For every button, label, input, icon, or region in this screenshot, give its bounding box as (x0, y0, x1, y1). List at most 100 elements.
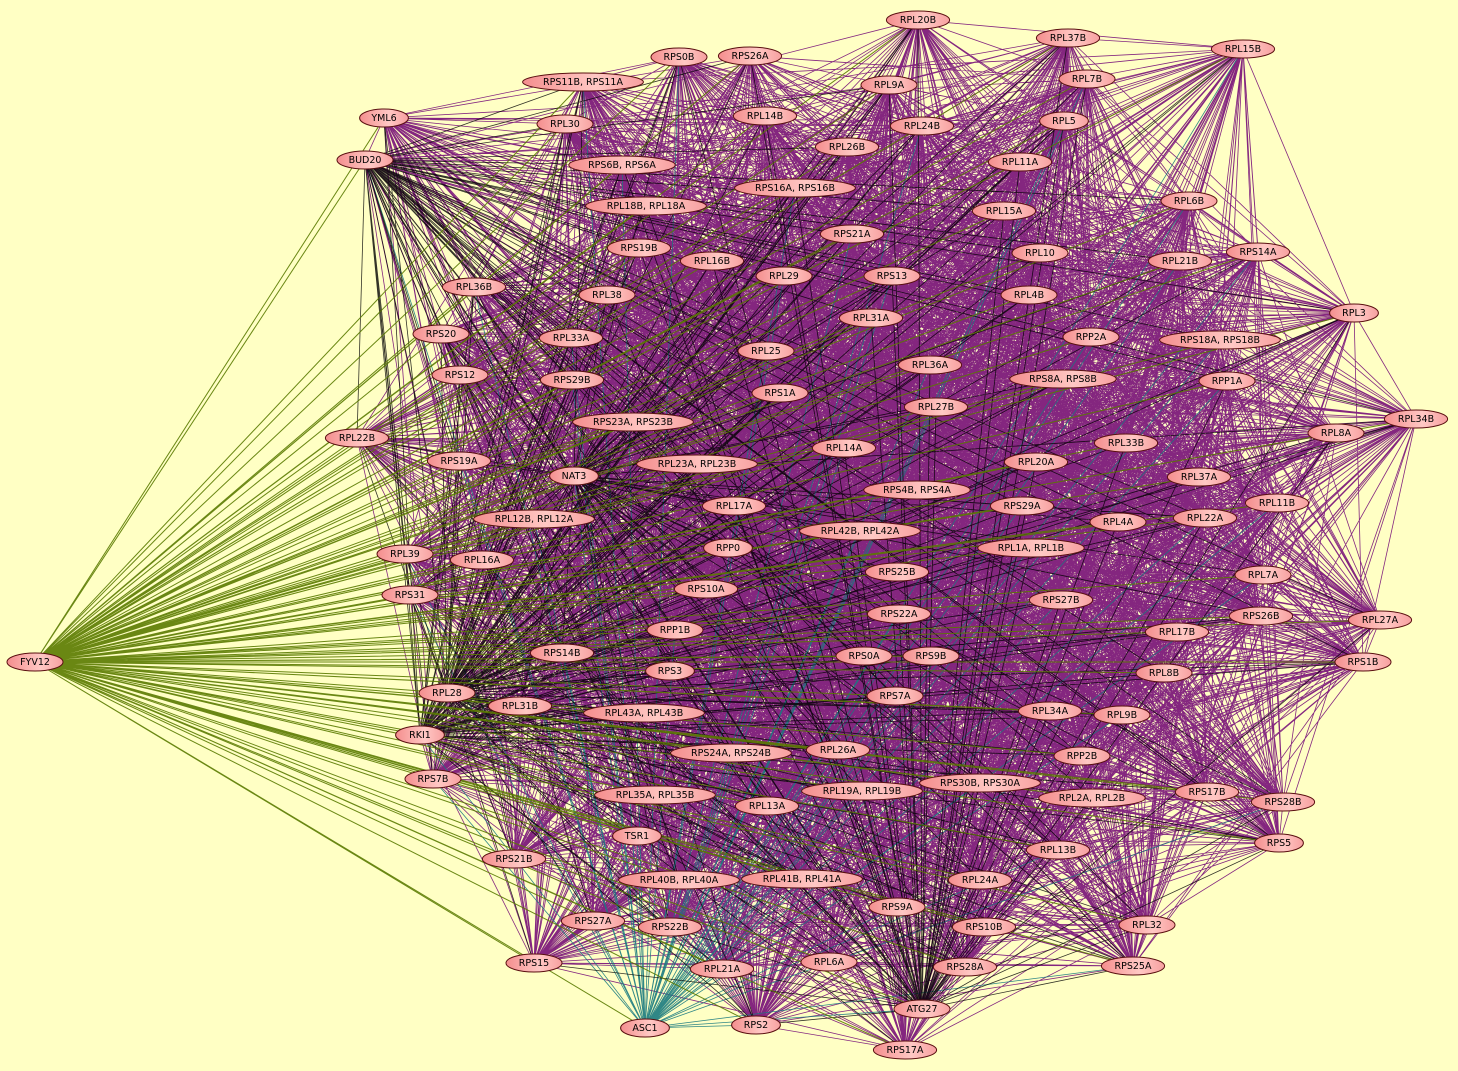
node-shape[interactable] (731, 1015, 781, 1035)
node-rpl7a[interactable]: RPL7A (1234, 565, 1292, 585)
node-shape[interactable] (1334, 652, 1392, 672)
node-shape[interactable] (538, 328, 604, 348)
node-rpl15a[interactable]: RPL15A (971, 201, 1037, 221)
node-shape[interactable] (441, 277, 507, 297)
node-shape[interactable] (620, 1018, 670, 1038)
node-shape[interactable] (376, 544, 434, 564)
node-shape[interactable] (1160, 191, 1218, 211)
node-shape[interactable] (814, 137, 880, 157)
node-shape[interactable] (864, 562, 930, 582)
node-rpl36b[interactable]: RPL36B (441, 277, 507, 297)
node-rpl41b-rpl41a[interactable]: RPL41B, RPL41A (741, 869, 863, 889)
node-shape[interactable] (835, 646, 893, 666)
node-shape[interactable] (863, 480, 971, 500)
node-shape[interactable] (395, 725, 445, 745)
node-shape[interactable] (583, 703, 705, 723)
node-shape[interactable] (755, 266, 813, 286)
node-shape[interactable] (1135, 663, 1193, 683)
node-shape[interactable] (734, 796, 800, 816)
node-rps30b-rps30a[interactable]: RPS30B, RPS30A (919, 773, 1041, 793)
node-shape[interactable] (1147, 251, 1213, 271)
node-shape[interactable] (1039, 111, 1089, 131)
node-shape[interactable] (449, 550, 515, 570)
node-rpl25[interactable]: RPL25 (737, 341, 795, 361)
node-rpl16b[interactable]: RPL16B (679, 251, 745, 271)
node-rps8a-rps8b[interactable]: RPS8A, RPS8B (1009, 369, 1117, 389)
node-shape[interactable] (1011, 243, 1069, 263)
node-shape[interactable] (1174, 782, 1240, 802)
node-shape[interactable] (689, 959, 755, 979)
node-shape[interactable] (1159, 330, 1281, 350)
node-rpp1b[interactable]: RPP1B (646, 620, 704, 640)
node-rps24a-rps24b[interactable]: RPS24A, RPS24B (670, 743, 792, 763)
node-rpl2a-rpl2b[interactable]: RPL2A, RPL2B (1038, 788, 1146, 808)
node-rpl4a[interactable]: RPL4A (1089, 512, 1147, 532)
node-rps26a[interactable]: RPS26A (717, 46, 783, 66)
node-rps19b[interactable]: RPS19B (606, 238, 672, 258)
node-shape[interactable] (505, 953, 563, 973)
node-rpl13a[interactable]: RPL13A (734, 796, 800, 816)
node-rpl22b[interactable]: RPL22B (324, 428, 390, 448)
node-rpl10[interactable]: RPL10 (1011, 243, 1069, 263)
node-rpl37b[interactable]: RPL37B (1035, 28, 1101, 48)
node-rpl24b[interactable]: RPL24B (889, 116, 955, 136)
node-shape[interactable] (324, 428, 390, 448)
node-shape[interactable] (902, 646, 960, 666)
node-shape[interactable] (381, 585, 439, 605)
node-shape[interactable] (811, 438, 877, 458)
node-rps16a-rps16b[interactable]: RPS16A, RPS16B (734, 178, 856, 198)
node-shape[interactable] (636, 454, 758, 474)
node-rpl31b[interactable]: RPL31B (487, 696, 553, 716)
node-shape[interactable] (860, 75, 918, 95)
node-shape[interactable] (838, 308, 904, 328)
node-shape[interactable] (751, 383, 809, 403)
node-shape[interactable] (1172, 508, 1238, 528)
node-rpl17b[interactable]: RPL17B (1144, 622, 1210, 642)
node-rps22a[interactable]: RPS22A (866, 604, 932, 624)
node-shape[interactable] (897, 355, 963, 375)
node-rps27b[interactable]: RPS27B (1028, 590, 1094, 610)
node-rpp0[interactable]: RPP0 (703, 538, 753, 558)
node-rps26b[interactable]: RPS26B (1228, 606, 1294, 626)
node-shape[interactable] (650, 47, 708, 67)
node-shape[interactable] (418, 683, 476, 703)
node-shape[interactable] (572, 412, 694, 432)
node-rps14b[interactable]: RPS14B (529, 643, 595, 663)
node-rpl14a[interactable]: RPL14A (811, 438, 877, 458)
node-shape[interactable] (717, 46, 783, 66)
node-rps0a[interactable]: RPS0A (835, 646, 893, 666)
node-rps21a[interactable]: RPS21A (819, 224, 885, 244)
node-shape[interactable] (977, 538, 1085, 558)
node-shape[interactable] (618, 870, 740, 890)
node-shape[interactable] (1225, 242, 1291, 262)
node-rpl21a[interactable]: RPL21A (689, 959, 755, 979)
node-shape[interactable] (1000, 285, 1058, 305)
node-rps2[interactable]: RPS2 (731, 1015, 781, 1035)
node-shape[interactable] (568, 155, 676, 175)
node-shape[interactable] (578, 285, 636, 305)
node-shape[interactable] (971, 201, 1037, 221)
node-shape[interactable] (1093, 705, 1151, 725)
node-shape[interactable] (1053, 746, 1111, 766)
node-rpl20a[interactable]: RPL20A (1003, 452, 1069, 472)
node-rps29b[interactable]: RPS29B (539, 370, 605, 390)
node-rpp1a[interactable]: RPP1A (1198, 371, 1256, 391)
node-rps10a[interactable]: RPS10A (673, 579, 739, 599)
node-shape[interactable] (1166, 467, 1232, 487)
node-shape[interactable] (645, 661, 695, 681)
node-rps28a[interactable]: RPS28A (932, 957, 998, 977)
node-shape[interactable] (737, 341, 795, 361)
node-rps19a[interactable]: RPS19A (426, 451, 492, 471)
node-rpl34a[interactable]: RPL34A (1017, 701, 1083, 721)
node-shape[interactable] (868, 897, 926, 917)
node-rps12[interactable]: RPS12 (431, 365, 489, 385)
node-rpl17a[interactable]: RPL17A (701, 496, 767, 516)
node-shape[interactable] (481, 849, 547, 869)
node-rpl6b[interactable]: RPL6B (1160, 191, 1218, 211)
node-shape[interactable] (1017, 701, 1083, 721)
node-shape[interactable] (539, 370, 605, 390)
node-rpl42b-rpl42a[interactable]: RPL42B, RPL42A (799, 521, 921, 541)
node-rps25b[interactable]: RPS25B (864, 562, 930, 582)
node-rpl33a[interactable]: RPL33A (538, 328, 604, 348)
node-shape[interactable] (1244, 493, 1310, 513)
